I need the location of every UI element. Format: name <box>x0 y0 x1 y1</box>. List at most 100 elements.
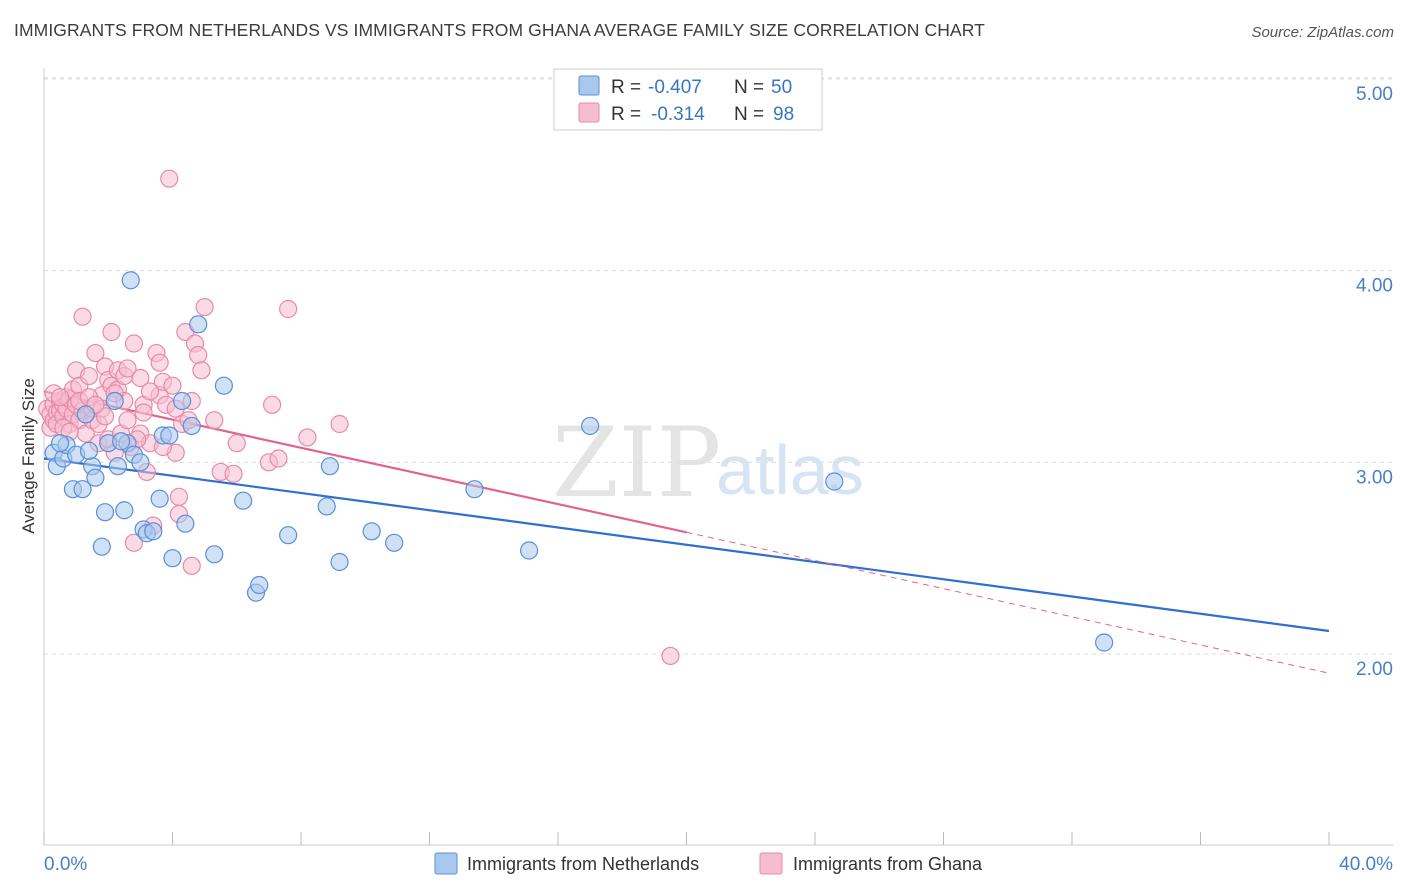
netherlands-point <box>115 501 134 520</box>
netherlands-point <box>176 514 195 533</box>
stats-ghana-r-label: R = <box>611 104 641 125</box>
netherlands-point <box>330 552 349 572</box>
ghana-point <box>160 169 179 188</box>
netherlands-point <box>111 432 131 451</box>
ghana-point <box>189 345 208 365</box>
watermark-atlas: atlas <box>716 431 864 509</box>
netherlands-point <box>108 457 127 476</box>
ghana-point <box>269 449 288 468</box>
stats-ghana-n-value: 98 <box>773 104 794 125</box>
ghana-point <box>140 382 160 401</box>
netherlands-point <box>465 480 484 499</box>
netherlands-point <box>150 489 169 508</box>
netherlands-point <box>105 391 124 411</box>
netherlands-point <box>385 533 404 552</box>
ghana-point <box>131 368 150 388</box>
netherlands-point <box>214 376 233 395</box>
netherlands-point <box>173 391 192 411</box>
watermark: ZIP atlas <box>552 407 864 519</box>
watermark-zip: ZIP <box>552 407 721 519</box>
netherlands-point <box>50 434 70 453</box>
legend-netherlands-label: Immigrants from Netherlands <box>467 854 699 874</box>
netherlands-point <box>519 541 539 560</box>
y-tick-label: 3.00 <box>1356 467 1393 488</box>
ghana-trend-line-extension <box>686 531 1330 674</box>
netherlands-point <box>581 416 600 436</box>
netherlands-point <box>131 453 150 472</box>
ghana-point <box>86 343 105 363</box>
netherlands-point <box>182 416 201 436</box>
ghana-point <box>79 366 99 386</box>
netherlands-point <box>76 405 95 424</box>
stats-netherlands-n-value: 50 <box>771 77 792 98</box>
netherlands-point <box>1095 633 1114 652</box>
stats-box: R = -0.407 N = 50 R = -0.314 N = 98 <box>553 68 823 131</box>
stats-netherlands-r-value: -0.407 <box>648 77 702 98</box>
ghana-point <box>169 487 189 506</box>
gridlines <box>44 77 1393 655</box>
netherlands-point <box>189 315 208 334</box>
ghana-point <box>661 646 680 666</box>
netherlands-point <box>95 503 115 522</box>
netherlands-point <box>205 545 224 564</box>
x-ticks <box>43 832 1330 845</box>
netherlands-point <box>320 457 340 476</box>
netherlands-point <box>825 472 844 491</box>
ghana-point <box>150 353 169 372</box>
netherlands-point <box>250 575 269 595</box>
netherlands-point <box>144 522 163 541</box>
netherlands-point <box>121 271 140 290</box>
ghana-point <box>134 403 153 422</box>
ghana-point <box>205 411 224 430</box>
stats-ghana-r-value: -0.314 <box>651 104 705 125</box>
netherlands-point <box>163 549 182 568</box>
netherlands-points <box>44 271 1114 652</box>
netherlands-point <box>73 480 92 499</box>
legend-ghana-swatch <box>759 852 783 875</box>
y-tick-label: 5.00 <box>1356 84 1393 105</box>
stats-netherlands-swatch <box>578 75 600 96</box>
netherlands-point <box>279 526 298 545</box>
netherlands-point <box>86 468 105 487</box>
stats-ghana-swatch <box>578 102 600 123</box>
netherlands-point <box>362 522 381 541</box>
chart-source: Source: ZipAtlas.com <box>1251 24 1394 41</box>
ghana-point <box>224 464 243 483</box>
netherlands-point <box>234 491 253 510</box>
netherlands-trend-line <box>43 457 1330 633</box>
ghana-point <box>124 334 144 353</box>
ghana-point <box>279 299 298 319</box>
ghana-point <box>192 361 211 380</box>
ghana-point <box>73 307 92 326</box>
ghana-point <box>227 434 246 453</box>
netherlands-point <box>317 497 336 516</box>
ghana-point <box>262 395 282 414</box>
bottom-legend: Immigrants from Netherlands Immigrants f… <box>434 852 983 875</box>
y-tick-labels: 2.00 3.00 4.00 5.00 <box>1356 84 1393 680</box>
y-axis-label: Average Family Size <box>19 378 38 534</box>
ghana-point <box>298 428 317 447</box>
ghana-point <box>195 297 214 317</box>
x-tick-label-min: 0.0% <box>44 854 87 875</box>
netherlands-point <box>92 537 111 556</box>
legend-ghana-label: Immigrants from Ghana <box>793 854 983 874</box>
ghana-point <box>118 411 137 430</box>
legend-netherlands-swatch <box>434 852 458 875</box>
ghana-point <box>163 376 182 395</box>
axes <box>43 68 1393 846</box>
ghana-point <box>50 388 70 407</box>
ghana-point <box>330 414 349 434</box>
stats-netherlands-r-label: R = <box>611 77 641 98</box>
y-tick-label: 2.00 <box>1356 659 1393 680</box>
chart-title: IMMIGRANTS FROM NETHERLANDS VS IMMIGRANT… <box>14 20 985 40</box>
x-tick-label-max: 40.0% <box>1339 854 1393 875</box>
ghana-point <box>102 322 121 342</box>
stats-ghana-n-label: N = <box>734 104 764 125</box>
ghana-point <box>182 556 201 575</box>
netherlands-point <box>79 441 99 460</box>
ghana-point <box>118 359 137 378</box>
netherlands-point <box>160 426 179 445</box>
y-tick-label: 4.00 <box>1356 276 1393 297</box>
ghana-point <box>124 533 144 552</box>
